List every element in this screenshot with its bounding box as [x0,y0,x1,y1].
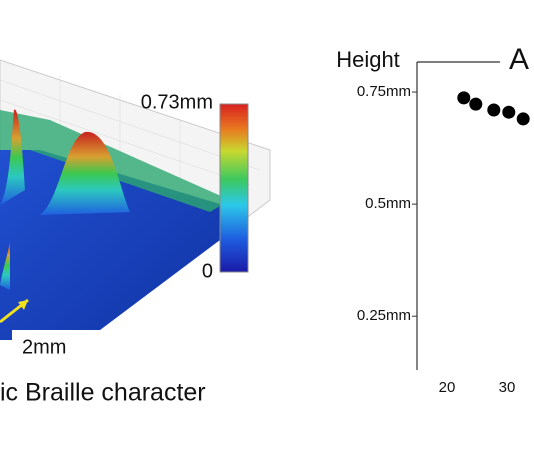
caption: ic Braille character [0,379,206,407]
x-tick-label: 20 [439,379,456,396]
panel-label: A [509,43,529,76]
colorbar-min: 0 [202,260,213,282]
colorbar-max: 0.73mm [141,91,213,113]
data-point [457,91,471,105]
colorbar [219,103,249,273]
data-point [502,105,516,119]
label-bg [500,40,534,80]
y-tick-label: 0.75mm [357,83,411,100]
surface-render [0,59,271,364]
y-axis-label: Height [336,47,400,72]
scatter-plot: Height A 0.25mm 0.5mm 0.75mm 20 30 [336,40,534,396]
y-tick-label: 0.25mm [357,307,411,324]
data-point [487,103,501,117]
x-tick-label: 30 [499,379,516,396]
y-tick-label: 0.5mm [365,195,411,212]
scale-label: 2mm [22,336,66,358]
data-point [469,97,483,111]
data-point [516,112,530,126]
